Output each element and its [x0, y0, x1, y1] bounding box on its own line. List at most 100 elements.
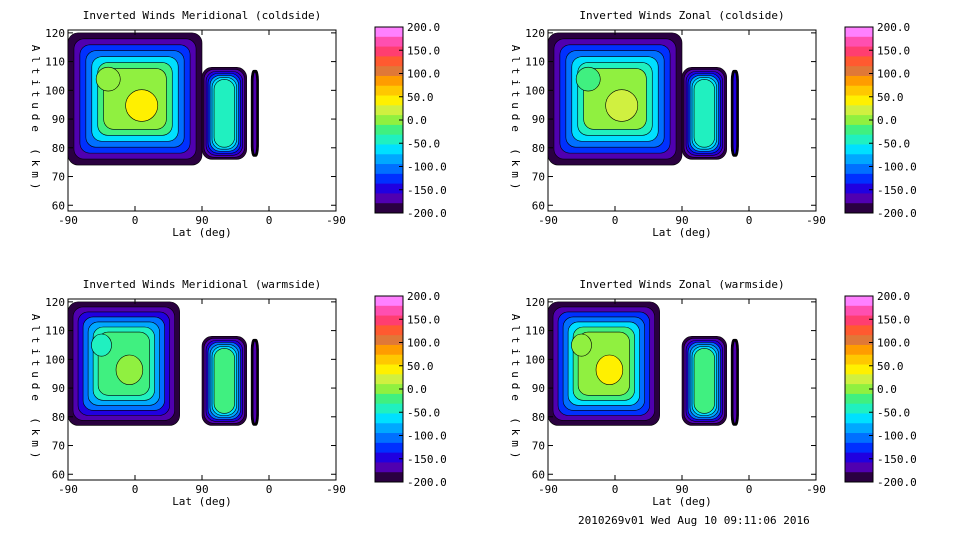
colorbar-label: -50.0	[877, 406, 910, 419]
colorbar-swatch	[375, 134, 403, 145]
colorbar-swatch	[375, 183, 403, 194]
colorbar-label: 150.0	[407, 313, 440, 326]
y-axis-label-char: e	[29, 125, 42, 132]
colorbar-label: 0.0	[407, 383, 427, 396]
y-axis-label-char: d	[29, 383, 42, 390]
colorbar-swatch	[375, 154, 403, 165]
data-region	[250, 69, 259, 157]
y-tick-label: 80	[532, 411, 545, 424]
y-axis-label-char: )	[29, 183, 42, 190]
contour-band	[732, 71, 737, 155]
colorbar-swatch	[845, 164, 873, 175]
data-region	[201, 67, 247, 160]
colorbar-label: -150.0	[877, 453, 917, 466]
x-tick-label: 0	[132, 483, 139, 496]
colorbar-swatch	[845, 154, 873, 165]
y-axis-label-char: )	[509, 183, 522, 190]
colorbar-label: -200.0	[877, 476, 917, 489]
colorbar-swatch	[845, 335, 873, 346]
y-tick-label: 110	[525, 325, 545, 338]
y-axis-label-char: u	[509, 371, 522, 378]
y-axis-label-char: m	[29, 171, 42, 178]
colorbar-label: -100.0	[407, 161, 447, 174]
colorbar-label: -50.0	[407, 137, 440, 150]
colorbar-swatch	[375, 472, 403, 483]
contour-cell	[91, 333, 112, 357]
y-tick-label: 60	[52, 199, 65, 212]
y-axis-label-char: (	[509, 148, 522, 155]
colorbar-label: -200.0	[407, 207, 447, 220]
colorbar-swatch	[845, 46, 873, 57]
contour-band	[732, 340, 737, 424]
colorbar-label: 100.0	[407, 337, 440, 350]
y-tick-label: 110	[45, 325, 65, 338]
colorbar-label: 150.0	[877, 313, 910, 326]
colorbar-swatch	[845, 344, 873, 356]
y-axis-label-char: k	[509, 160, 522, 167]
x-tick-label: 0	[746, 214, 753, 227]
colorbar-swatch	[845, 325, 873, 336]
colorbar-label: -200.0	[407, 476, 447, 489]
contour-cell	[125, 89, 159, 122]
data-region	[250, 338, 259, 426]
x-tick-label: -90	[538, 214, 558, 227]
colorbar-swatch	[845, 305, 873, 317]
y-axis-label-char: k	[509, 429, 522, 436]
colorbar-swatch	[375, 193, 403, 204]
colorbar-swatch	[375, 124, 403, 136]
colorbar: 200.0 150.0 100.0 50.0 0.0 -50.0 -100.0 -150.0 -…	[374, 21, 447, 220]
y-tick-label: 70	[52, 440, 65, 453]
y-axis-label-char: d	[509, 383, 522, 390]
colorbar-label: 200.0	[407, 21, 440, 34]
colorbar-swatch	[375, 433, 403, 444]
contour-cell	[115, 354, 144, 385]
colorbar-swatch	[375, 335, 403, 346]
y-tick-label: 70	[532, 171, 545, 184]
y-axis-label-char: u	[29, 371, 42, 378]
y-tick-label: 70	[532, 440, 545, 453]
y-tick-label: 110	[525, 56, 545, 69]
colorbar-swatch	[375, 66, 403, 77]
x-axis-label: Lat (deg)	[652, 495, 712, 508]
y-axis-label-char: )	[509, 452, 522, 459]
x-tick-label: -90	[326, 483, 346, 496]
x-tick-label: 0	[132, 214, 139, 227]
y-axis-label-char: m	[29, 440, 42, 447]
data-region	[681, 336, 727, 426]
colorbar-swatch	[375, 95, 403, 106]
colorbar-label: 0.0	[877, 114, 897, 127]
colorbar-swatch	[375, 452, 403, 463]
colorbar-swatch	[375, 393, 403, 405]
y-axis-label-char: A	[509, 45, 522, 52]
data-region	[547, 32, 683, 166]
y-tick-label: 120	[525, 27, 545, 40]
colorbar-label: 50.0	[407, 91, 434, 104]
colorbar-label: -150.0	[407, 453, 447, 466]
colorbar-swatch	[845, 183, 873, 194]
y-tick-label: 70	[52, 171, 65, 184]
colorbar-swatch	[845, 36, 873, 48]
colorbar: 200.0 150.0 100.0 50.0 0.0 -50.0 -100.0 -150.0 -…	[374, 290, 447, 489]
colorbar-label: -50.0	[877, 137, 910, 150]
data-region	[67, 32, 203, 166]
colorbar-swatch	[845, 173, 873, 185]
colorbar-swatch	[375, 462, 403, 473]
y-axis-label-char: (	[29, 417, 42, 424]
colorbar-label: 100.0	[877, 68, 910, 81]
y-tick-label: 100	[45, 84, 65, 97]
colorbar-swatch	[375, 27, 403, 38]
y-axis-label-char: l	[509, 56, 522, 63]
panel-3: Inverted Winds Meridional (warmside) 120 1…	[29, 278, 447, 508]
y-axis-label-char: t	[29, 91, 42, 98]
chart-title: Inverted Winds Zonal (warmside)	[579, 278, 784, 291]
chart-title: Inverted Winds Meridional (coldside)	[83, 9, 321, 22]
colorbar-label: -100.0	[877, 430, 917, 443]
x-tick-label: 90	[195, 483, 208, 496]
colorbar-swatch	[375, 442, 403, 454]
run-stamp: 2010269v01 Wed Aug 10 09:11:06 2016	[578, 514, 810, 527]
colorbar-label: -200.0	[877, 207, 917, 220]
colorbar-swatch	[375, 164, 403, 175]
